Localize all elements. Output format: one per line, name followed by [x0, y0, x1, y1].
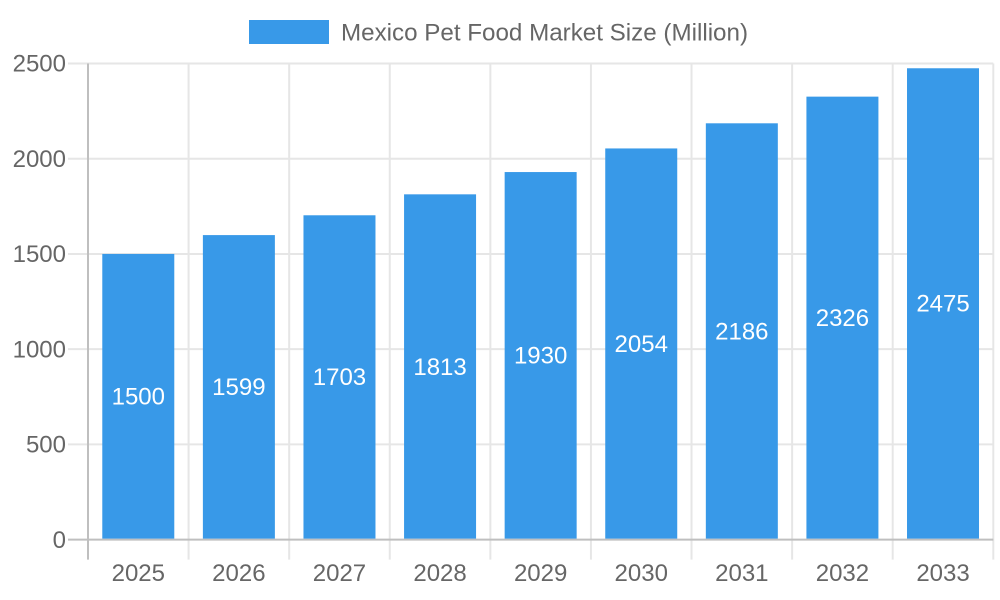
svg-text:0: 0 [53, 527, 66, 554]
svg-text:2030: 2030 [615, 560, 668, 587]
svg-text:1500: 1500 [13, 241, 66, 268]
svg-text:1703: 1703 [313, 364, 366, 391]
svg-text:2186: 2186 [715, 318, 768, 345]
svg-text:2028: 2028 [413, 560, 466, 587]
svg-text:2032: 2032 [816, 560, 869, 587]
svg-text:2027: 2027 [313, 560, 366, 587]
svg-text:1813: 1813 [413, 354, 466, 381]
svg-text:2025: 2025 [112, 560, 165, 587]
svg-text:2029: 2029 [514, 560, 567, 587]
svg-text:2500: 2500 [13, 51, 66, 78]
svg-text:2054: 2054 [615, 331, 668, 358]
svg-text:2031: 2031 [715, 560, 768, 587]
svg-text:Mexico Pet Food Market Size (M: Mexico Pet Food Market Size (Million) [341, 20, 748, 47]
svg-text:2000: 2000 [13, 146, 66, 173]
svg-text:2475: 2475 [916, 291, 969, 318]
svg-text:500: 500 [26, 432, 66, 459]
svg-text:1599: 1599 [212, 374, 265, 401]
svg-text:2026: 2026 [212, 560, 265, 587]
svg-text:2033: 2033 [916, 560, 969, 587]
svg-text:1000: 1000 [13, 336, 66, 363]
svg-text:1500: 1500 [112, 384, 165, 411]
svg-text:1930: 1930 [514, 343, 567, 370]
svg-text:2326: 2326 [816, 305, 869, 332]
